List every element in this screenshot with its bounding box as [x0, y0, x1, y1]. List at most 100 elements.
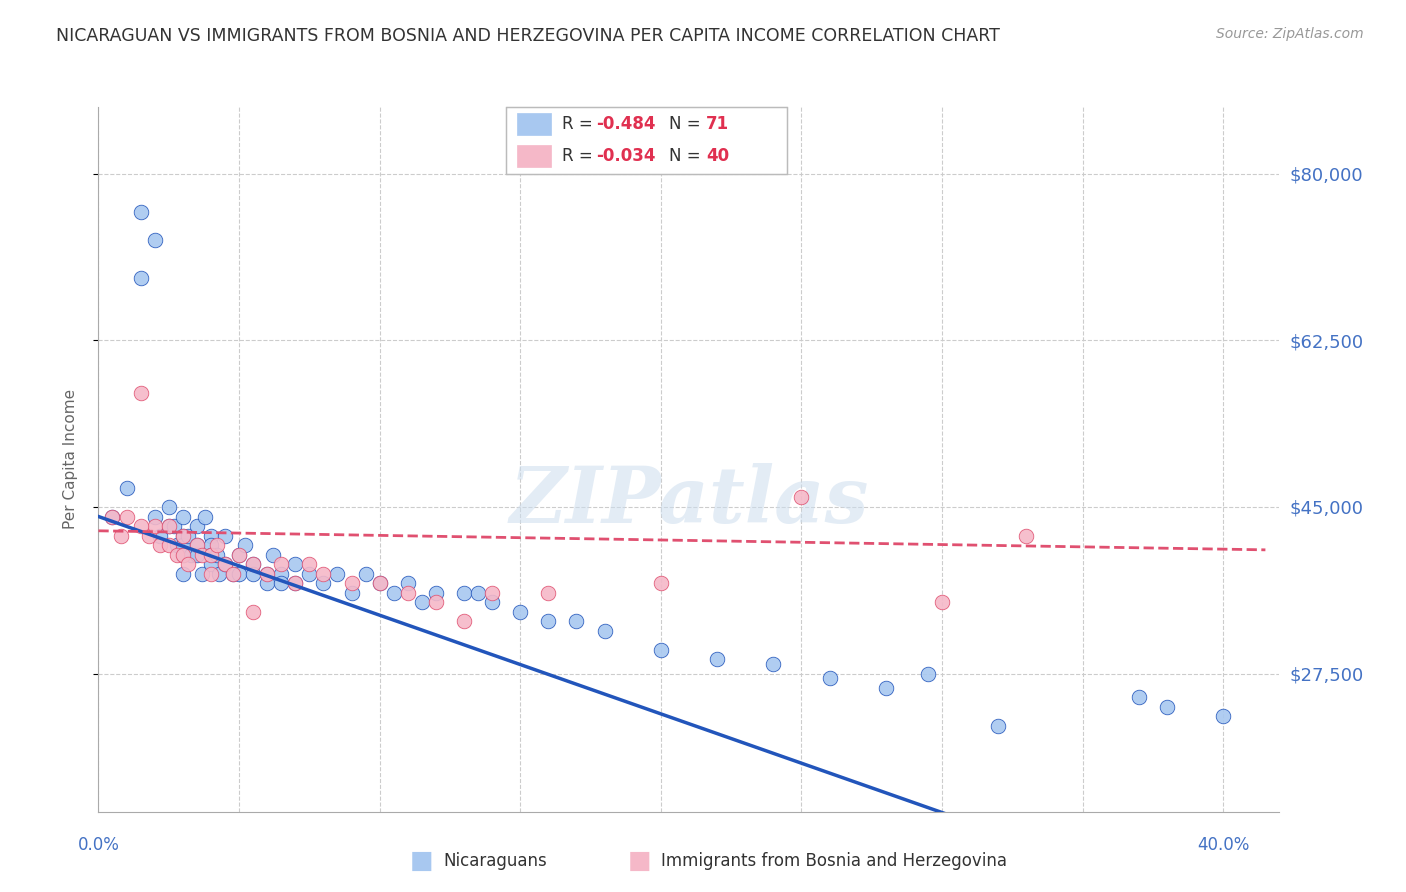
Point — [1156, 700, 1178, 714]
Point — [368, 576, 391, 591]
Point — [650, 576, 672, 591]
Y-axis label: Per Capita Income: Per Capita Income — [63, 389, 77, 530]
Point — [172, 509, 194, 524]
Point — [149, 528, 172, 542]
Text: Source: ZipAtlas.com: Source: ZipAtlas.com — [1216, 27, 1364, 41]
Point — [200, 548, 222, 562]
Point — [172, 548, 194, 562]
Point — [340, 585, 363, 599]
Point — [875, 681, 897, 695]
Point — [425, 585, 447, 599]
Point — [214, 528, 236, 542]
Point — [340, 576, 363, 591]
Point — [818, 672, 841, 686]
Point — [453, 614, 475, 628]
Point — [233, 538, 256, 552]
Point — [180, 548, 202, 562]
Point — [481, 585, 503, 599]
Point — [256, 566, 278, 581]
Point — [565, 614, 588, 628]
Point — [129, 519, 152, 533]
Point — [382, 585, 405, 599]
Point — [242, 566, 264, 581]
Point — [312, 566, 335, 581]
Point — [706, 652, 728, 666]
Point — [326, 566, 349, 581]
Point — [157, 500, 180, 514]
Point — [115, 481, 138, 495]
Point — [214, 557, 236, 571]
Point — [172, 528, 194, 542]
Point — [270, 566, 292, 581]
Point — [129, 204, 152, 219]
Point — [931, 595, 953, 609]
Point — [242, 557, 264, 571]
Point — [110, 528, 132, 542]
Point — [228, 548, 250, 562]
Point — [205, 548, 228, 562]
Text: R =: R = — [562, 147, 599, 165]
Point — [453, 585, 475, 599]
Point — [270, 557, 292, 571]
Point — [262, 548, 284, 562]
Point — [354, 566, 377, 581]
Text: 0.0%: 0.0% — [77, 836, 120, 854]
Point — [537, 614, 560, 628]
Point — [200, 528, 222, 542]
Point — [222, 566, 245, 581]
Point — [537, 585, 560, 599]
Point — [214, 557, 236, 571]
Point — [186, 538, 208, 552]
Point — [115, 509, 138, 524]
Text: ■: ■ — [628, 849, 651, 872]
Text: R =: R = — [562, 115, 599, 133]
Point — [1128, 690, 1150, 705]
Point — [509, 605, 531, 619]
Point — [157, 538, 180, 552]
Point — [270, 576, 292, 591]
Text: N =: N = — [669, 115, 706, 133]
Point — [242, 557, 264, 571]
Point — [762, 657, 785, 672]
Point — [284, 557, 307, 571]
Point — [200, 538, 222, 552]
Point — [177, 528, 200, 542]
Point — [200, 566, 222, 581]
Text: N =: N = — [669, 147, 706, 165]
Point — [284, 576, 307, 591]
Point — [790, 491, 813, 505]
Point — [228, 548, 250, 562]
Text: 40.0%: 40.0% — [1197, 836, 1250, 854]
Point — [200, 557, 222, 571]
Point — [166, 538, 188, 552]
Point — [157, 519, 180, 533]
Point — [163, 519, 186, 533]
Point — [129, 271, 152, 285]
Point — [191, 548, 214, 562]
Point — [481, 595, 503, 609]
Point — [396, 576, 419, 591]
Point — [172, 548, 194, 562]
Point — [256, 566, 278, 581]
Point — [149, 538, 172, 552]
Point — [172, 566, 194, 581]
Point — [284, 576, 307, 591]
Point — [186, 548, 208, 562]
Text: ZIPatlas: ZIPatlas — [509, 464, 869, 540]
Point — [298, 557, 321, 571]
Point — [143, 509, 166, 524]
Point — [186, 538, 208, 552]
Point — [222, 566, 245, 581]
Point — [101, 509, 124, 524]
Point — [177, 557, 200, 571]
Point — [101, 509, 124, 524]
Bar — [517, 145, 551, 168]
Point — [208, 566, 231, 581]
Point — [411, 595, 433, 609]
Point — [205, 538, 228, 552]
Point — [228, 566, 250, 581]
Point — [917, 666, 939, 681]
Point — [298, 566, 321, 581]
Point — [143, 519, 166, 533]
Text: -0.034: -0.034 — [596, 147, 655, 165]
